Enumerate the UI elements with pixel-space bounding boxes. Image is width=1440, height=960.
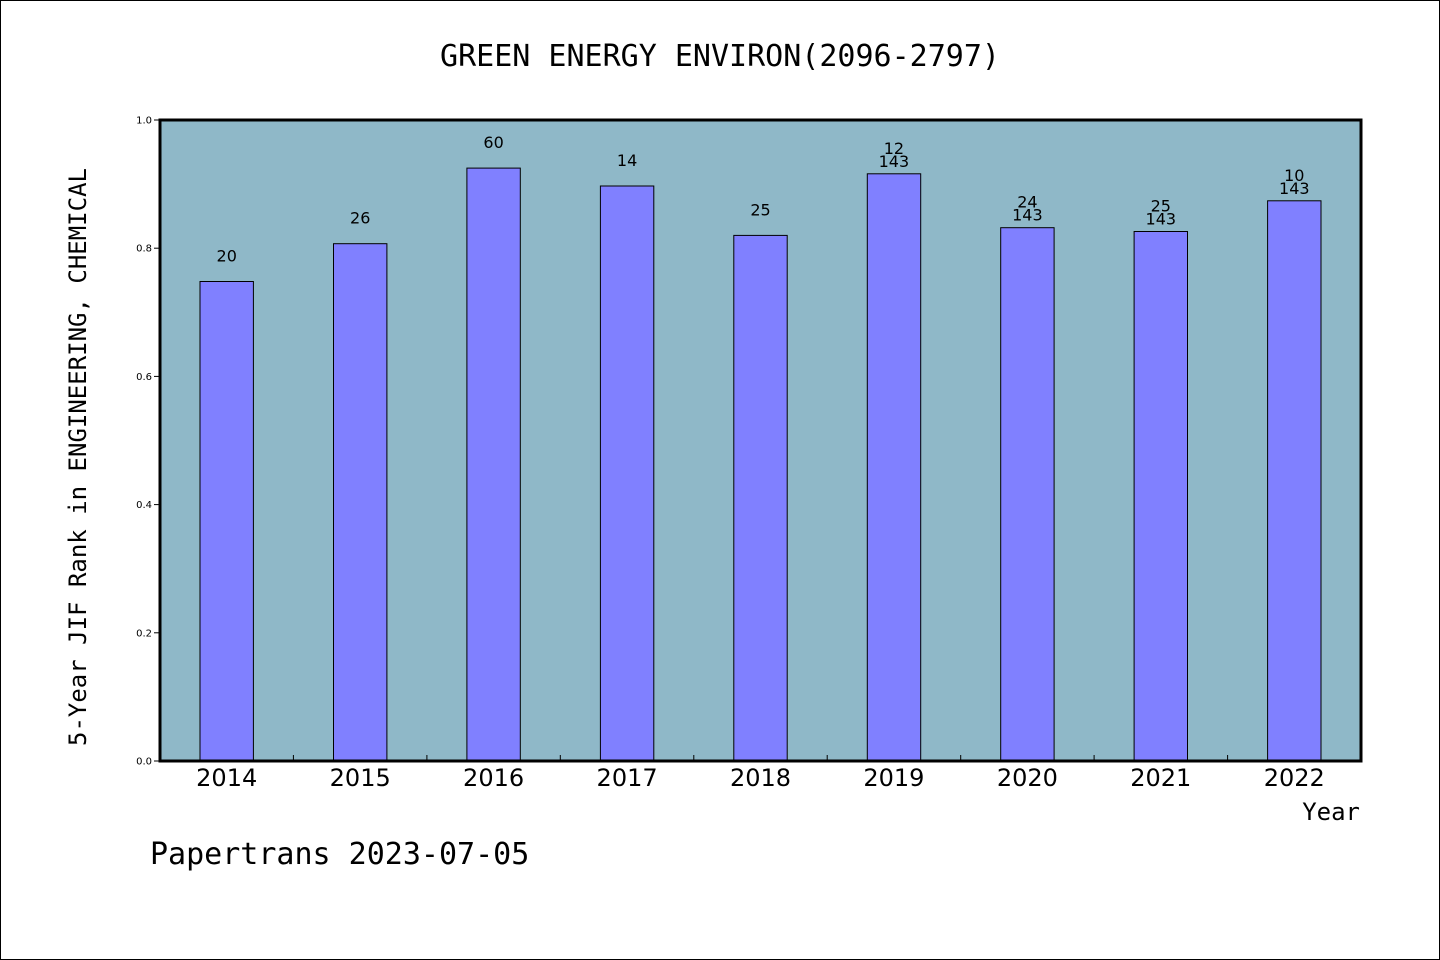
data-label: 143 — [1279, 179, 1310, 198]
bar-2015 — [333, 243, 388, 762]
bar-2020 — [1000, 227, 1055, 762]
x-tick-label: 2020 — [997, 764, 1058, 792]
y-axis-title: 5-Year JIF Rank in ENGINEERING, CHEMICAL — [64, 168, 92, 746]
x-tick-label: 2022 — [1264, 764, 1325, 792]
y-tick-label: 0.6 — [136, 372, 152, 383]
bar-2014 — [199, 281, 254, 762]
data-label: 24 — [1017, 193, 1037, 212]
x-axis-title: Year — [1302, 798, 1360, 826]
bar-2019 — [866, 173, 922, 762]
bars-layer — [199, 167, 1322, 762]
x-tick-label: 2021 — [1130, 764, 1191, 792]
data-label: 143 — [1012, 206, 1043, 225]
x-tick-label: 2016 — [463, 764, 524, 792]
data-label: 60 — [483, 133, 503, 152]
data-label: 143 — [879, 152, 910, 171]
data-label: 143 — [1146, 210, 1177, 229]
y-tick-label: 0.0 — [136, 757, 152, 768]
y-tick-label: 0.8 — [136, 244, 152, 255]
x-tick-label: 2015 — [330, 764, 391, 792]
y-tick-label: 0.2 — [136, 628, 152, 639]
x-tick-label: 2018 — [730, 764, 791, 792]
data-label: 20 — [217, 247, 237, 266]
bar-2022 — [1267, 200, 1322, 762]
y-tick-label: 0.4 — [136, 500, 152, 511]
y-tick-label: 1.0 — [136, 116, 152, 127]
x-tick-label: 2014 — [196, 764, 257, 792]
data-label: 10 — [1284, 166, 1304, 185]
bar-2021 — [1133, 231, 1188, 762]
bar-2018 — [733, 234, 788, 762]
data-label: 12 — [884, 139, 904, 158]
x-tick-label: 2017 — [597, 764, 658, 792]
bar-2017 — [599, 185, 655, 762]
data-label: 14 — [617, 151, 637, 170]
x-tick-label: 2019 — [863, 764, 924, 792]
data-label: 25 — [750, 200, 770, 219]
data-label: 26 — [350, 209, 370, 228]
plot-border — [158, 118, 1363, 763]
bar-2016 — [466, 167, 521, 762]
chart-title: GREEN ENERGY ENVIRON(2096-2797) — [440, 39, 1000, 74]
ticks-layer: 2014 2015 2016 2017 2018 2019 2020 2021 20220.00… — [136, 116, 1325, 793]
footer-credit: Papertrans 2023-07-05 — [150, 837, 529, 872]
data-label: 25 — [1151, 197, 1171, 216]
